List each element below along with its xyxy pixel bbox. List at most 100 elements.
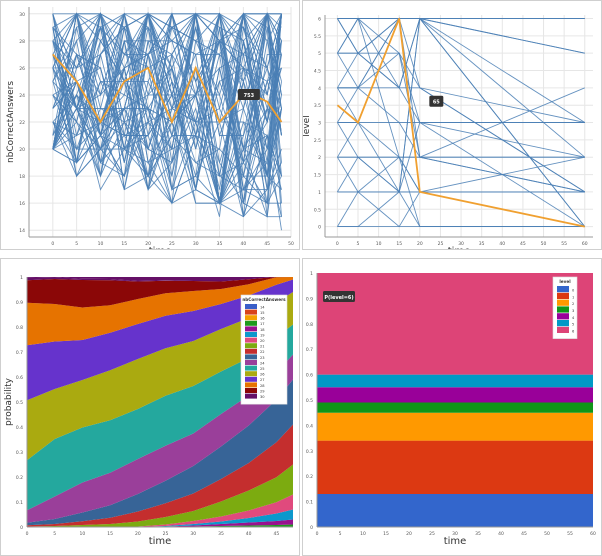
legend-label[interactable]: 6: [572, 329, 575, 333]
legend-label[interactable]: 5: [572, 323, 574, 327]
legend-label[interactable]: 17: [260, 322, 265, 326]
area-band-19[interactable]: [27, 509, 293, 528]
area-band-27[interactable]: [27, 279, 293, 401]
legend-swatch[interactable]: [245, 365, 257, 371]
area-band-22[interactable]: [27, 424, 293, 527]
score-series-line[interactable]: [52, 13, 282, 190]
legend-swatch[interactable]: [245, 304, 257, 309]
legend-swatch[interactable]: [245, 343, 257, 349]
area-band-1[interactable]: [317, 440, 593, 494]
legend-label[interactable]: 0: [572, 289, 575, 293]
legend-swatch[interactable]: [245, 360, 257, 365]
legend-swatch[interactable]: [245, 371, 257, 377]
y-tick-label: 4.5: [314, 69, 321, 75]
score-series-line[interactable]: [52, 12, 282, 163]
area-band-4[interactable]: [317, 387, 593, 403]
score-series-line[interactable]: [52, 13, 282, 178]
area-band-18[interactable]: [27, 519, 293, 528]
legend-label[interactable]: 28: [260, 384, 265, 388]
legend-label[interactable]: 3: [572, 309, 574, 313]
area-band-0[interactable]: [317, 494, 593, 527]
score-lines-chart[interactable]: 14 16 18 20 22 24 26 28 30 0 5 10 15 20 25 30 35 40 45 50 ti…: [1, 1, 299, 249]
legend-label[interactable]: 27: [260, 378, 265, 382]
legend-swatch[interactable]: [245, 326, 257, 332]
legend-swatch[interactable]: [557, 320, 569, 327]
area-band-21[interactable]: [27, 464, 293, 528]
legend-label[interactable]: 18: [260, 328, 265, 332]
legend-swatch[interactable]: [557, 306, 569, 313]
legend-label[interactable]: 21: [260, 345, 265, 349]
legend-swatch[interactable]: [245, 393, 257, 399]
x-tick-label: 0: [51, 241, 54, 247]
score-probability-panel: 0 0.1 0.2 0.3 0.4 0.5 0.6 0.7 0.8 0.9 1 0 5 10 15 20 25 3…: [0, 258, 300, 556]
area-band-30[interactable]: [27, 277, 293, 282]
area-band-20[interactable]: [27, 494, 293, 528]
legend-swatch[interactable]: [557, 326, 569, 333]
area-band-26[interactable]: [27, 292, 293, 461]
y-tick-label: 0.5: [306, 398, 313, 404]
area-band-25[interactable]: [27, 324, 293, 511]
y-tick-label: 0: [310, 525, 313, 531]
legend-label[interactable]: 22: [260, 350, 265, 354]
legend-label[interactable]: 30: [260, 395, 265, 399]
level-series-line[interactable]: [337, 87, 586, 193]
area-band-23[interactable]: [27, 379, 293, 526]
y-tick-label: 0.8: [306, 322, 313, 328]
level-series-line[interactable]: [337, 17, 586, 228]
area-band-3[interactable]: [317, 402, 593, 413]
area-band-2[interactable]: [317, 412, 593, 441]
legend-swatch[interactable]: [557, 286, 569, 293]
y-tick-label: 30: [19, 12, 25, 18]
legend-label[interactable]: 26: [260, 373, 265, 377]
legend-label[interactable]: 20: [260, 339, 265, 343]
legend-swatch[interactable]: [245, 320, 257, 326]
level-series-line[interactable]: [337, 52, 585, 193]
legend-swatch[interactable]: [245, 348, 257, 354]
legend-swatch[interactable]: [557, 299, 569, 306]
score-series-line[interactable]: [52, 13, 282, 177]
area-band-17[interactable]: [27, 524, 293, 528]
legend-swatch[interactable]: [245, 332, 257, 337]
legend-swatch[interactable]: [557, 313, 569, 320]
legend-label[interactable]: 14: [260, 305, 265, 309]
highlighted-level-line[interactable]: [336, 18, 585, 228]
level-probability-chart[interactable]: 00.10.20.30.40.50.60.70.80.910 5 10 15 20 25 3…: [303, 259, 601, 555]
x-tick-label: 30: [452, 531, 458, 537]
legend-label[interactable]: 1: [572, 295, 574, 299]
score-series-line[interactable]: [52, 12, 282, 177]
score-probability-chart[interactable]: 00.10.20.30.40.50.60.70.80.910 5 10 15 20 25 3…: [1, 259, 299, 555]
legend-swatch[interactable]: [557, 292, 569, 299]
y-tick-label: 0.7: [16, 350, 23, 356]
legend-label[interactable]: 29: [260, 389, 265, 393]
level-lines-chart[interactable]: 00.511.522.533.544.555.560 5 10 15 20 25 30 35 4…: [303, 1, 601, 249]
x-tick-label: 45: [264, 241, 270, 247]
area-band-24[interactable]: [27, 354, 293, 523]
legend-swatch[interactable]: [245, 382, 257, 388]
legend-swatch[interactable]: [245, 309, 257, 315]
area-band-29[interactable]: [27, 277, 293, 308]
legend-swatch[interactable]: [245, 376, 257, 382]
legend-swatch[interactable]: [245, 315, 257, 321]
x-tick-label: 40: [498, 531, 504, 537]
legend-label[interactable]: 23: [260, 356, 265, 360]
score-series-line[interactable]: [52, 13, 282, 204]
legend-swatch[interactable]: [245, 337, 257, 343]
legend-label[interactable]: 2: [572, 302, 574, 306]
highlight-tooltip: [429, 95, 444, 107]
legend-label[interactable]: 24: [260, 361, 265, 365]
area-band-5[interactable]: [317, 374, 593, 388]
legend-label[interactable]: 16: [260, 317, 265, 321]
y-tick-label: 2: [318, 155, 321, 161]
score-series-line[interactable]: [52, 12, 282, 178]
legend-label[interactable]: 19: [260, 333, 265, 337]
legend-label[interactable]: 4: [572, 316, 575, 320]
area-band-28[interactable]: [27, 277, 293, 346]
legend-swatch[interactable]: [245, 388, 257, 393]
legend-label[interactable]: 25: [260, 367, 265, 371]
legend-label[interactable]: 15: [260, 311, 265, 315]
legend-swatch[interactable]: [245, 354, 257, 360]
y-tick-label: 0.9: [16, 300, 23, 306]
x-tick-label: 30: [193, 241, 199, 247]
area-band-6[interactable]: [317, 273, 593, 375]
